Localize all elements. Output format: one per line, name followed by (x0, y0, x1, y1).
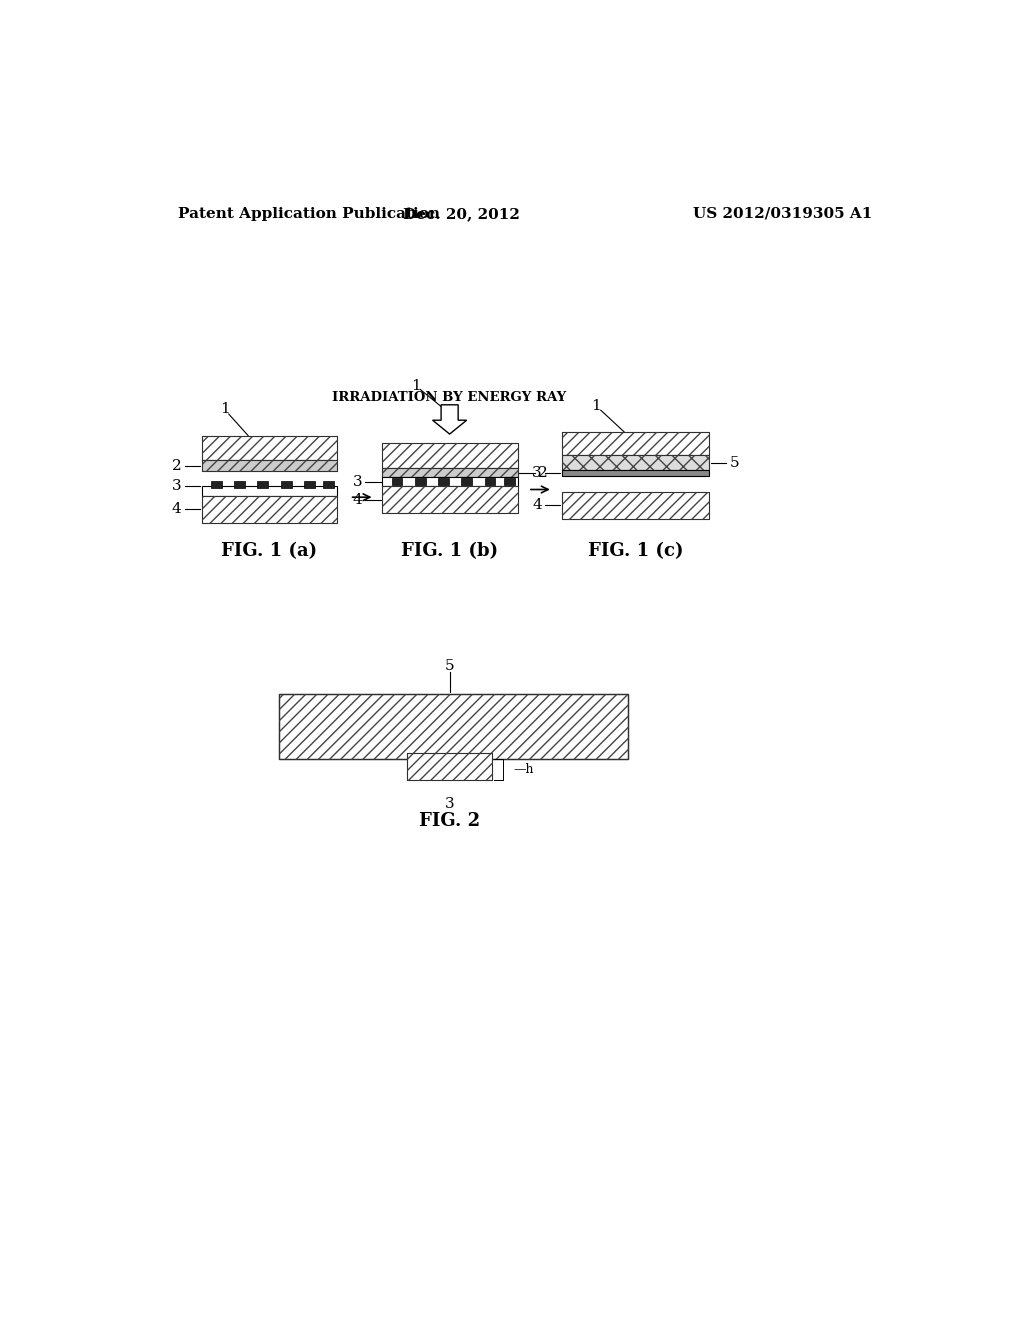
Bar (415, 478, 426, 484)
Bar (562, 470, 710, 477)
Bar (562, 492, 710, 519)
Bar (562, 432, 710, 455)
Text: 3: 3 (444, 797, 455, 812)
Bar (438, 478, 449, 484)
Text: 4: 4 (352, 492, 362, 507)
Bar (382, 487, 518, 513)
Bar (484, 478, 496, 484)
Text: 4: 4 (532, 498, 542, 512)
Bar (211, 480, 222, 488)
Bar (202, 436, 337, 461)
Text: FIG. 1 (c): FIG. 1 (c) (588, 543, 683, 560)
Text: 5: 5 (729, 455, 739, 470)
Bar (562, 455, 710, 470)
Bar (407, 752, 493, 780)
Bar (202, 487, 337, 496)
Bar (202, 461, 337, 471)
Bar (382, 469, 518, 478)
Bar (382, 444, 518, 469)
Text: 3: 3 (172, 479, 181, 494)
Bar (202, 496, 337, 523)
Text: Patent Application Publication: Patent Application Publication (178, 207, 440, 220)
Text: 1: 1 (220, 403, 229, 416)
Text: 2: 2 (172, 458, 181, 473)
Text: IRRADIATION BY ENERGY RAY: IRRADIATION BY ENERGY RAY (333, 391, 566, 404)
Bar (391, 478, 402, 484)
Bar (257, 480, 268, 488)
Bar (382, 478, 518, 487)
Bar (304, 480, 314, 488)
Bar (461, 478, 472, 484)
Bar (562, 455, 710, 470)
Bar (202, 461, 337, 471)
Text: US 2012/0319305 A1: US 2012/0319305 A1 (692, 207, 872, 220)
Bar (504, 478, 515, 484)
Text: FIG. 2: FIG. 2 (419, 812, 480, 829)
Bar (407, 752, 493, 780)
Bar (202, 496, 337, 523)
Bar (382, 469, 518, 478)
Text: FIG. 1 (a): FIG. 1 (a) (221, 543, 317, 560)
Bar (562, 492, 710, 519)
Bar (562, 432, 710, 455)
Bar (202, 436, 337, 461)
Text: 1: 1 (591, 399, 601, 413)
Text: 5: 5 (444, 659, 455, 673)
Bar (281, 480, 292, 488)
Text: 2: 2 (538, 466, 548, 479)
Bar (382, 487, 518, 513)
Bar (234, 480, 245, 488)
Bar (324, 480, 334, 488)
Bar (280, 693, 628, 759)
Polygon shape (432, 405, 467, 434)
Bar (280, 693, 628, 759)
Text: Dec. 20, 2012: Dec. 20, 2012 (402, 207, 520, 220)
Text: 4: 4 (172, 502, 181, 516)
Text: 3: 3 (352, 475, 362, 488)
Text: FIG. 1 (b): FIG. 1 (b) (401, 543, 499, 560)
Text: —h: —h (514, 763, 535, 776)
Text: 3: 3 (532, 466, 542, 480)
Bar (382, 444, 518, 469)
Text: 1: 1 (411, 379, 421, 393)
